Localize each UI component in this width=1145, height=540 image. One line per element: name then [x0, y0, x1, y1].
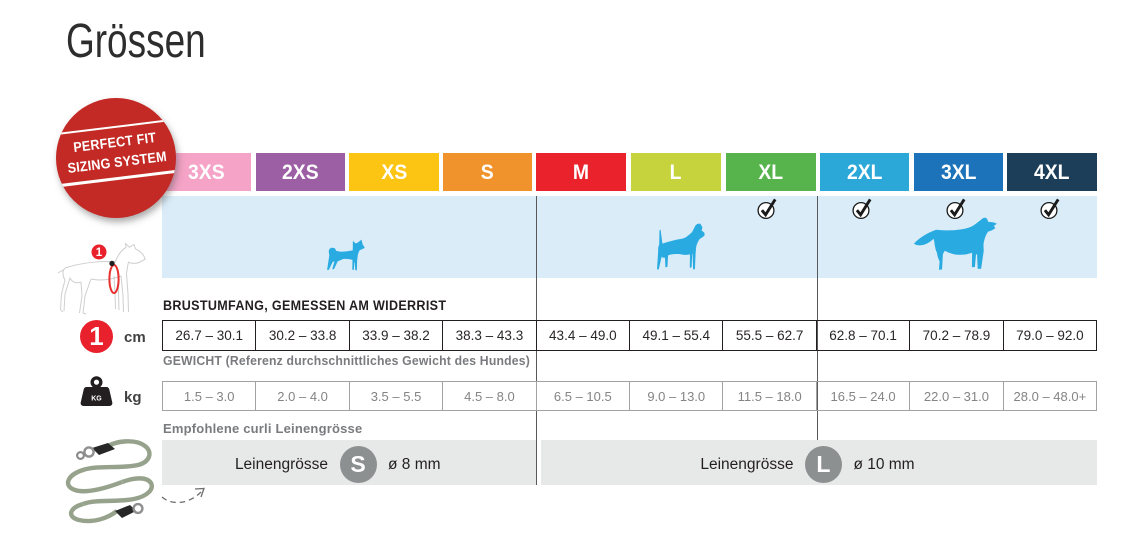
- svg-text:KG: KG: [91, 396, 102, 403]
- svg-text:1: 1: [96, 247, 103, 259]
